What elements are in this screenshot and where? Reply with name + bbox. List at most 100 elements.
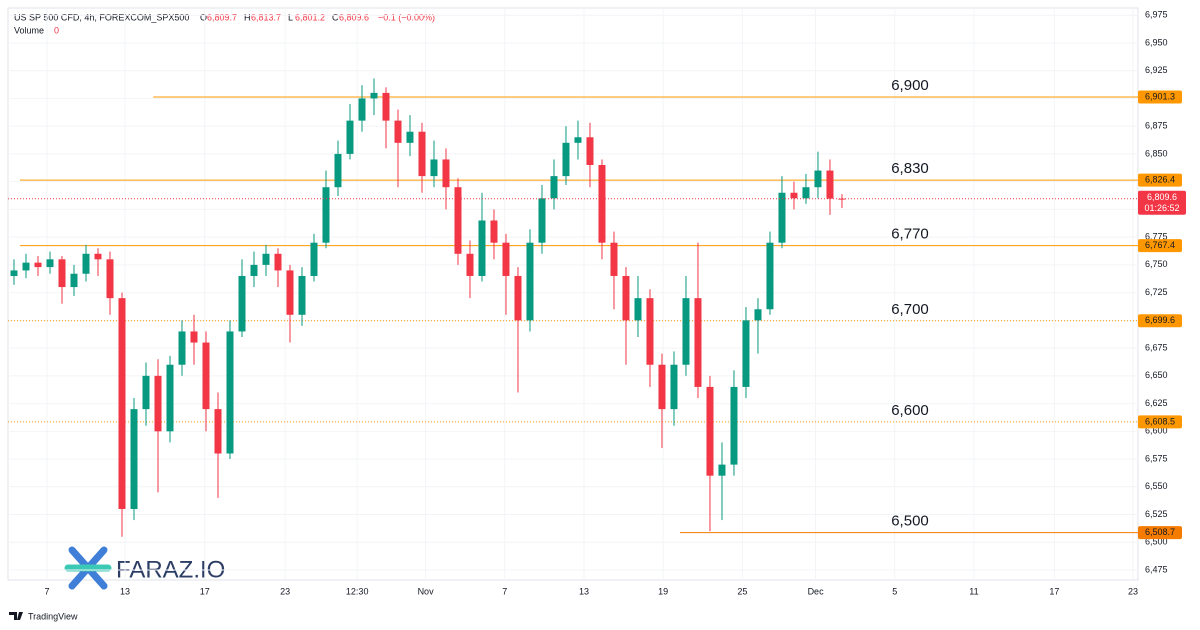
last-price-box <box>1138 190 1186 215</box>
ohlc-key: C <box>332 12 339 22</box>
candle-body <box>778 192 786 243</box>
candle-body <box>730 386 738 465</box>
candle-body <box>502 242 510 276</box>
x-tick-label: 11 <box>969 586 978 596</box>
x-tick-label: 5 <box>892 586 897 596</box>
y-tick-label: 6,600 <box>1145 426 1168 436</box>
candle-body <box>94 253 102 260</box>
x-tick-label: 25 <box>737 586 747 596</box>
level-text: 6,900 <box>891 77 929 94</box>
candle-body <box>262 253 270 265</box>
level-price-box <box>1138 526 1182 540</box>
x-tick-label: 17 <box>200 586 210 596</box>
symbol: US SP 500 CFD, 4h, FOREXCOM_SPX500 <box>14 12 189 22</box>
level-price-label: 6,826.4 <box>1145 174 1175 184</box>
candle-body <box>586 137 594 166</box>
candle-body <box>430 159 438 177</box>
y-tick-label: 6,725 <box>1145 287 1168 297</box>
candle-body <box>838 198 846 200</box>
ohlc-value: 6,809.7 <box>207 12 237 22</box>
level-price-box <box>1138 239 1182 253</box>
y-tick-label: 6,575 <box>1145 453 1168 463</box>
y-tick-label: 6,550 <box>1145 481 1168 491</box>
level-price-label: 6,508.7 <box>1145 527 1175 537</box>
change: −0.1 (−0.00%) <box>378 12 435 22</box>
level-text: 6,700 <box>891 301 929 318</box>
ohlc-value: 6,813.7 <box>251 12 281 22</box>
y-tick-label: 6,775 <box>1145 232 1168 242</box>
level-price-box <box>1138 415 1182 429</box>
x-tick-label: 13 <box>120 586 130 596</box>
candle-body <box>130 409 138 509</box>
candle-body <box>334 153 342 188</box>
candle-body <box>310 242 318 276</box>
level-price-label: 6,608.5 <box>1145 416 1175 426</box>
candle-body <box>178 331 186 365</box>
x-tick-label: 23 <box>1128 586 1138 596</box>
candle-body <box>754 309 762 321</box>
candle-body <box>286 270 294 315</box>
y-tick-label: 6,750 <box>1145 259 1168 269</box>
candle-body <box>298 275 306 315</box>
x-tick-label: Dec <box>808 586 825 596</box>
grid <box>8 8 1138 580</box>
candle-body <box>514 275 522 321</box>
y-tick-label: 6,500 <box>1145 537 1168 547</box>
candle-body <box>478 220 486 276</box>
candle-body <box>250 264 258 276</box>
y-tick-label: 6,950 <box>1145 37 1168 47</box>
candle-body <box>238 275 246 332</box>
x-tick-label: 17 <box>1049 586 1059 596</box>
candle-body <box>190 331 198 343</box>
candle-body <box>562 142 570 177</box>
volume-value: 0 <box>54 25 59 35</box>
candle-body <box>610 242 618 276</box>
candle-body <box>274 253 282 271</box>
candle-body <box>658 364 666 410</box>
candle-body <box>154 375 162 432</box>
x-tick-label: Nov <box>418 586 435 596</box>
candle-body <box>418 131 426 177</box>
candle-body <box>490 220 498 243</box>
level-price-box <box>1138 314 1182 328</box>
y-tick-label: 6,625 <box>1145 398 1168 408</box>
x-tick-label: 7 <box>44 586 49 596</box>
ohlc-key: O <box>200 12 207 22</box>
ohlc-key: H <box>244 12 251 22</box>
logo <box>64 546 112 590</box>
candle-body <box>574 137 582 143</box>
x-tick-label: 23 <box>280 586 290 596</box>
y-tick-label: 6,925 <box>1145 65 1168 75</box>
candle-body <box>826 170 834 199</box>
candle-body <box>790 192 798 199</box>
candles <box>10 78 846 537</box>
candle-body <box>634 298 642 321</box>
candle-body <box>226 331 234 454</box>
watermark: FARAZ.IO <box>64 546 225 590</box>
countdown: 01:26:52 <box>1144 203 1179 213</box>
candle-body <box>694 298 702 387</box>
ohlc-value: 6,801.2 <box>295 12 325 22</box>
candle-body <box>106 259 114 299</box>
candle-body <box>742 320 750 387</box>
candle-body <box>394 120 402 143</box>
candle-body <box>346 120 354 154</box>
candle-body <box>550 176 558 199</box>
candle-body <box>214 409 222 454</box>
y-tick-label: 6,975 <box>1145 10 1168 20</box>
candle-body <box>370 92 378 99</box>
candle-body <box>454 187 462 254</box>
level-price-box <box>1138 90 1182 104</box>
candle-body <box>670 364 678 410</box>
x-tick-label: 13 <box>579 586 589 596</box>
candle-body <box>10 270 18 276</box>
candle-body <box>58 259 66 288</box>
candle-body <box>766 242 774 310</box>
y-tick-label: 6,650 <box>1145 370 1168 380</box>
candle-body <box>526 242 534 321</box>
candle-body <box>538 198 546 243</box>
level-price-label: 6,901.3 <box>1145 91 1175 101</box>
last-price-label: 6,809.6 <box>1147 192 1177 202</box>
y-tick-label: 6,525 <box>1145 509 1168 519</box>
